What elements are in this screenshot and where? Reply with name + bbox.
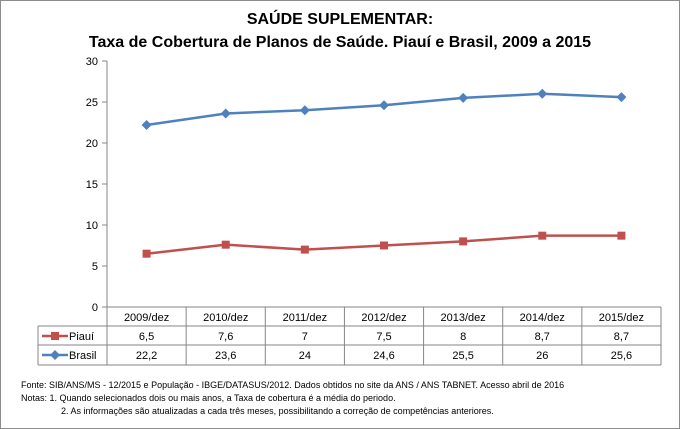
- data-table-value: 7: [302, 331, 308, 343]
- category-label: 2011/dez: [283, 312, 327, 324]
- legend-marker: [51, 332, 59, 340]
- chart-subtitle: Taxa de Cobertura de Planos de Saúde. Pi…: [88, 34, 592, 51]
- data-table-value: 6,5: [139, 331, 154, 343]
- data-table-value: 7,5: [376, 331, 391, 343]
- category-label: 2014/dez: [520, 312, 565, 324]
- chart-title: SAÚDE SUPLEMENTAR:: [246, 11, 434, 28]
- data-table-value: 8: [460, 331, 466, 343]
- data-point: [220, 108, 231, 119]
- note-2: 2. As informações são atualizadas a cada…: [61, 406, 494, 416]
- category-label: 2012/dez: [361, 312, 406, 324]
- data-table-value: 22,2: [136, 350, 157, 362]
- data-table-value: 23,6: [215, 350, 236, 362]
- data-point: [221, 240, 230, 249]
- legend-label: Piauí: [69, 331, 94, 343]
- data-point: [299, 105, 310, 116]
- data-table-value: 8,7: [535, 331, 550, 343]
- data-point: [300, 245, 309, 254]
- y-tick-label: 15: [86, 179, 98, 191]
- y-tick-label: 25: [86, 97, 98, 109]
- data-point: [380, 241, 388, 250]
- data-point: [616, 92, 627, 103]
- legend-marker: [50, 350, 60, 360]
- data-table-value: 24,6: [373, 350, 394, 362]
- data-point: [458, 92, 469, 103]
- data-table-value: 24: [299, 350, 311, 362]
- data-table-value: 25,6: [611, 350, 632, 362]
- y-tick-label: 5: [92, 261, 98, 273]
- y-tick-label: 20: [86, 138, 98, 150]
- category-label: 2015/dez: [599, 312, 644, 324]
- source-note: Fonte: SIB/ANS/MS - 12/2015 e População …: [21, 380, 565, 390]
- y-tick-label: 30: [86, 56, 98, 68]
- category-label: 2009/dez: [124, 312, 169, 324]
- data-point: [459, 237, 468, 246]
- data-point: [379, 100, 389, 111]
- data-table-value: 25,5: [452, 350, 473, 362]
- data-point: [142, 249, 151, 258]
- data-point: [537, 88, 548, 99]
- legend-label: Brasil: [69, 350, 97, 362]
- data-point: [538, 231, 547, 240]
- y-tick-label: 0: [92, 302, 98, 314]
- y-tick-label: 10: [86, 220, 98, 232]
- data-point: [141, 119, 152, 130]
- note-1: Notas: 1. Quando selecionados dois ou ma…: [21, 393, 396, 403]
- data-table-value: 8,7: [614, 331, 629, 343]
- line-chart: 0 5 10 15 20 25 30 2009/dez 2010/dez 2011/dez 2012…: [37, 56, 662, 366]
- category-label: 2010/dez: [203, 312, 248, 324]
- data-point: [617, 231, 626, 240]
- data-table-value: 7,6: [218, 331, 233, 343]
- data-table-value: 26: [536, 350, 548, 362]
- category-label: 2013/dez: [441, 312, 486, 324]
